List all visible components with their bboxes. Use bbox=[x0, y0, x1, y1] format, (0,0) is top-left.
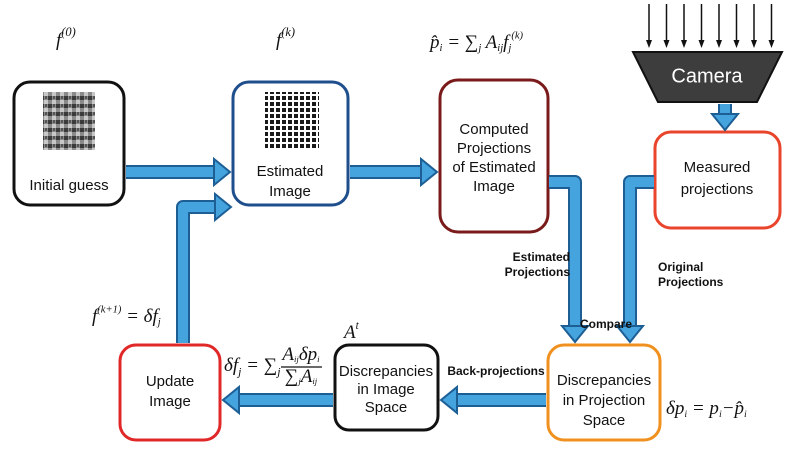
box-label: Space bbox=[365, 399, 408, 416]
ray-head bbox=[751, 40, 757, 48]
arrow-head bbox=[712, 114, 738, 130]
formula-base: A bbox=[342, 322, 356, 343]
formula-sub: i bbox=[744, 409, 747, 420]
ray-head bbox=[681, 40, 687, 48]
formula: Aijδpi bbox=[280, 344, 320, 365]
box-label: Space bbox=[583, 412, 626, 429]
estimated-image bbox=[265, 92, 319, 150]
formula-sup: t bbox=[356, 319, 360, 331]
formula-sub: i bbox=[317, 354, 320, 364]
formula-sup: (k+1) bbox=[97, 305, 122, 316]
edge-label: Projections bbox=[505, 265, 571, 279]
initial-image bbox=[43, 92, 95, 150]
box-label: Image bbox=[269, 183, 311, 200]
box-label: in Image bbox=[357, 381, 415, 398]
box-label: Update bbox=[146, 373, 194, 390]
box-label: Discrepancies bbox=[557, 372, 651, 389]
formula: δpi = pi−p̂i bbox=[666, 398, 747, 420]
box-label: Computed bbox=[459, 121, 528, 138]
formula-base: = ∑ bbox=[442, 32, 478, 53]
arrow-shaft bbox=[183, 207, 215, 343]
box-label: Estimated bbox=[257, 163, 324, 180]
ray-head bbox=[769, 40, 775, 48]
edge-label: Compare bbox=[580, 317, 632, 331]
formula-base: = δf bbox=[121, 306, 160, 327]
box-label: Measured bbox=[684, 159, 751, 176]
ray-head bbox=[716, 40, 722, 48]
box-label: Image bbox=[473, 178, 515, 195]
formula-base: δp bbox=[666, 398, 684, 419]
formula-base: p̂ bbox=[428, 32, 440, 53]
box-label: in Projection bbox=[563, 392, 646, 409]
camera-label: Camera bbox=[671, 65, 743, 87]
formula-base: ∑ bbox=[285, 366, 299, 387]
formula: f(k) bbox=[276, 25, 295, 52]
arrow-head bbox=[421, 159, 437, 185]
box-label: Image bbox=[149, 393, 191, 410]
formula: f(k+1) = δfj bbox=[92, 305, 161, 329]
formula: ∑jAij bbox=[285, 366, 318, 387]
arrow-head bbox=[223, 387, 239, 413]
arrow-head bbox=[215, 194, 231, 220]
arrow-head bbox=[214, 159, 230, 185]
arrow-head bbox=[441, 387, 457, 413]
formula-sup: (0) bbox=[61, 25, 75, 39]
box-label: projections bbox=[681, 181, 754, 198]
formula: At bbox=[342, 319, 360, 343]
edge-label: Back-projections bbox=[447, 364, 545, 378]
formula-base: −p̂ bbox=[722, 398, 744, 419]
box-label: Projections bbox=[457, 140, 531, 157]
ray-head bbox=[646, 40, 652, 48]
diagram: Initial guess Estimated Image Computed Proje… bbox=[0, 0, 789, 450]
edge-label: Projections bbox=[658, 275, 724, 289]
formula-base: A bbox=[280, 344, 294, 365]
formula-base: A bbox=[481, 32, 497, 53]
box-label: Initial guess bbox=[29, 177, 108, 194]
formula-sup: (k) bbox=[511, 31, 523, 42]
box-label: Discrepancies bbox=[339, 363, 433, 380]
edge-label: Original bbox=[658, 260, 703, 274]
ray-head bbox=[699, 40, 705, 48]
arrow-shaft bbox=[630, 182, 654, 326]
formula: p̂i = ∑j Aijfj(k) bbox=[428, 31, 524, 55]
formula-sub: ij bbox=[312, 376, 317, 386]
formula-base: δp bbox=[299, 344, 317, 365]
formula-base: A bbox=[299, 366, 313, 387]
box-label: of Estimated bbox=[452, 159, 535, 176]
formula: f(0) bbox=[56, 25, 76, 52]
edge-label: Estimated bbox=[513, 250, 570, 264]
formula-base: = p bbox=[687, 398, 719, 419]
ray-head bbox=[734, 40, 740, 48]
ray-head bbox=[664, 40, 670, 48]
formula-sup: (k) bbox=[281, 25, 295, 39]
formula-base: = ∑ bbox=[241, 355, 277, 376]
formula: δfj = ∑j bbox=[224, 355, 281, 378]
